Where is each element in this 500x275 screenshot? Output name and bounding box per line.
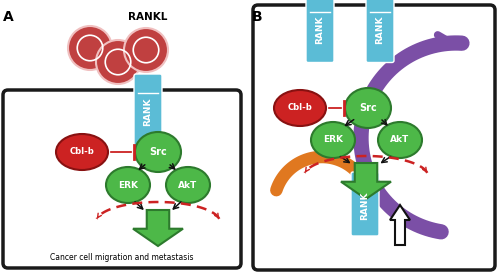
FancyBboxPatch shape: [134, 74, 162, 146]
Text: RANK: RANK: [360, 192, 370, 220]
FancyArrow shape: [341, 163, 391, 199]
Ellipse shape: [166, 167, 210, 203]
Text: RANKL: RANKL: [128, 12, 168, 22]
Text: A: A: [3, 10, 14, 24]
Text: Src: Src: [149, 147, 167, 157]
Text: AkT: AkT: [390, 136, 409, 144]
Text: RANK: RANK: [144, 98, 152, 126]
Circle shape: [96, 40, 140, 84]
Text: ERK: ERK: [323, 136, 343, 144]
Ellipse shape: [345, 88, 391, 128]
Text: Src: Src: [359, 103, 377, 113]
FancyBboxPatch shape: [3, 90, 241, 268]
Text: B: B: [252, 10, 262, 24]
Text: Cbl-b: Cbl-b: [70, 147, 94, 156]
Ellipse shape: [106, 167, 150, 203]
Ellipse shape: [274, 90, 326, 126]
Text: AkT: AkT: [178, 180, 198, 189]
FancyBboxPatch shape: [306, 0, 334, 62]
Ellipse shape: [311, 122, 355, 158]
Circle shape: [68, 26, 112, 70]
Ellipse shape: [56, 134, 108, 170]
Ellipse shape: [378, 122, 422, 158]
Text: RANK: RANK: [316, 16, 324, 44]
FancyBboxPatch shape: [253, 5, 495, 270]
FancyBboxPatch shape: [366, 0, 394, 62]
Text: ERK: ERK: [118, 180, 138, 189]
Ellipse shape: [135, 132, 181, 172]
FancyBboxPatch shape: [351, 172, 379, 236]
Text: Cancer cell migration and metastasis: Cancer cell migration and metastasis: [50, 254, 194, 263]
Text: Cbl-b: Cbl-b: [288, 103, 312, 112]
FancyArrow shape: [390, 205, 410, 245]
Circle shape: [124, 28, 168, 72]
FancyArrow shape: [133, 210, 183, 246]
Text: RANK: RANK: [376, 16, 384, 44]
